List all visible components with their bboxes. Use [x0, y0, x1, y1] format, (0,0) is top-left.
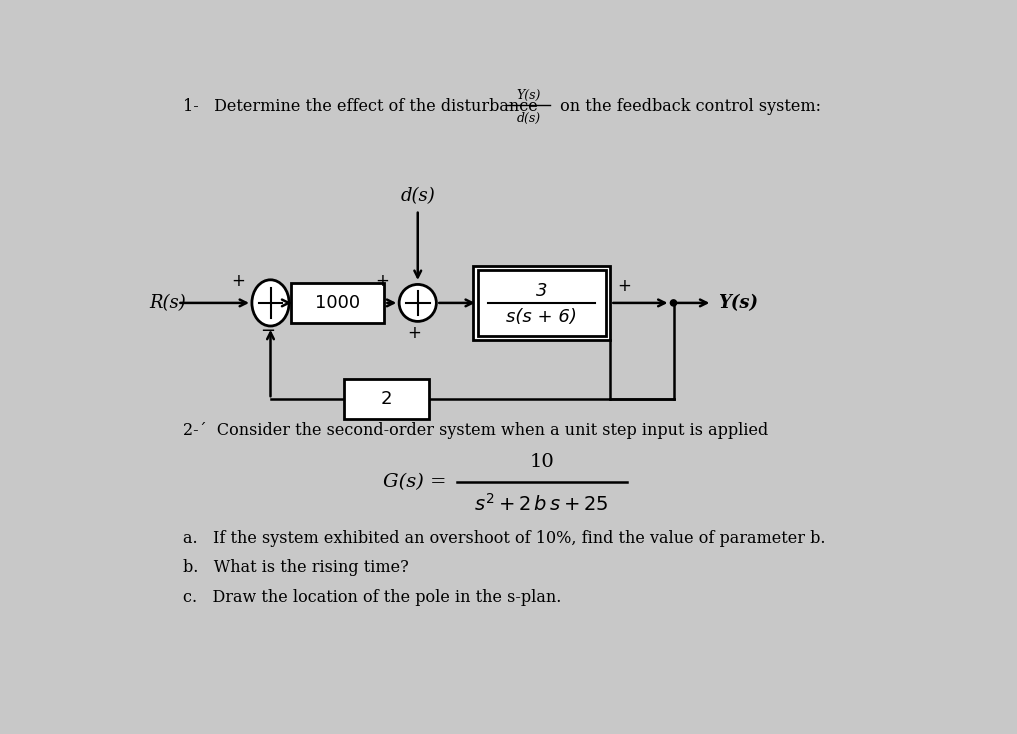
Text: +: + [375, 272, 390, 291]
Bar [473, 266, 610, 341]
Text: 10: 10 [530, 454, 554, 471]
Ellipse shape [252, 280, 289, 326]
Text: 2: 2 [381, 390, 393, 408]
Text: 3: 3 [536, 282, 547, 300]
Text: 1-   Determine the effect of the disturbance: 1- Determine the effect of the disturban… [183, 98, 538, 115]
Text: on the feedback control system:: on the feedback control system: [555, 98, 821, 115]
Text: a.   If the system exhibited an overshoot of 10%, find the value of parameter b.: a. If the system exhibited an overshoot … [183, 530, 826, 547]
Text: d(s): d(s) [401, 187, 435, 205]
Circle shape [670, 299, 676, 306]
Text: Y(s): Y(s) [718, 294, 759, 312]
Text: R(s): R(s) [148, 294, 185, 312]
Text: s(s + 6): s(s + 6) [506, 308, 578, 327]
Text: +: + [407, 324, 421, 342]
Text: b.   What is the rising time?: b. What is the rising time? [183, 559, 409, 576]
Text: +: + [231, 272, 245, 291]
Text: −: − [259, 321, 275, 340]
Text: G(s) =: G(s) = [382, 473, 446, 491]
Circle shape [399, 285, 436, 321]
Text: c.   Draw the location of the pole in the s-plan.: c. Draw the location of the pole in the … [183, 589, 561, 606]
Text: $s^2+2\,b\,s+25$: $s^2+2\,b\,s+25$ [475, 493, 609, 515]
Text: d(s): d(s) [517, 112, 541, 125]
Bar [478, 270, 606, 335]
Text: 2-´  Consider the second-order system when a unit step input is applied: 2-´ Consider the second-order system whe… [183, 422, 768, 439]
Text: Y(s): Y(s) [517, 89, 541, 101]
Text: +: + [617, 277, 632, 295]
Bar [344, 379, 429, 419]
Bar [292, 283, 384, 323]
Text: 1000: 1000 [315, 294, 360, 312]
